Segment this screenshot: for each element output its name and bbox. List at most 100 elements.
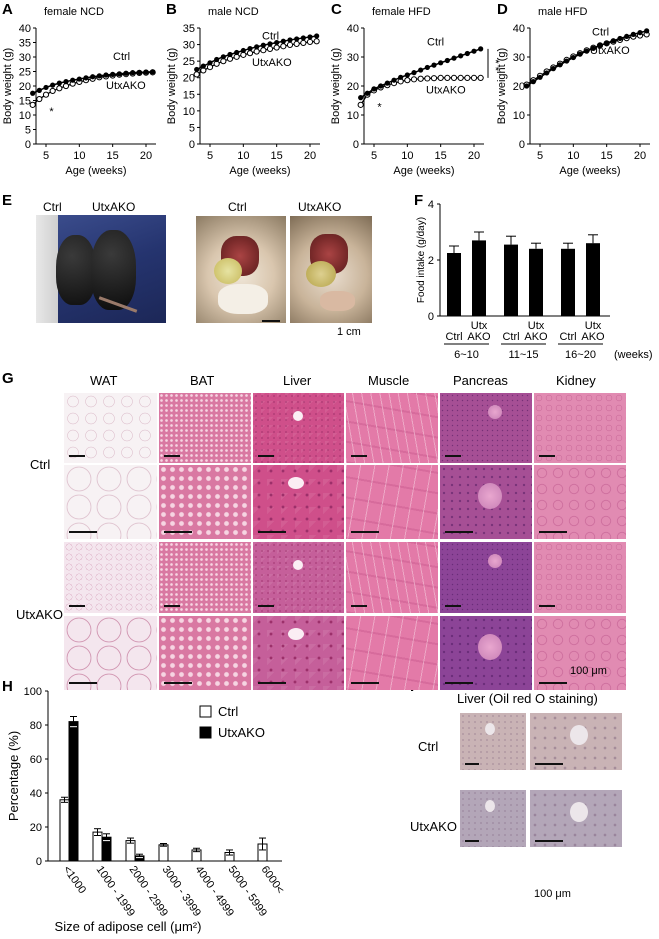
histology-tile xyxy=(534,542,626,613)
ctrl-point xyxy=(96,73,102,79)
ctrl-point xyxy=(220,54,226,60)
ctrl-point xyxy=(254,44,260,50)
scale-bar xyxy=(539,531,567,533)
utxako-series-label: UtxAKO xyxy=(590,45,630,57)
utxako-point xyxy=(260,47,267,54)
y-tick-label: 30 xyxy=(347,52,359,64)
ctrl-point xyxy=(143,69,149,75)
utxako-point xyxy=(273,44,280,51)
x-tick-label: 10 xyxy=(567,150,579,162)
ctrl-point xyxy=(610,38,616,44)
utxako-point xyxy=(417,75,424,82)
scale-bar xyxy=(258,682,286,684)
significance-star: * xyxy=(377,102,382,114)
food-bar xyxy=(529,248,543,316)
y-tick-label: 0 xyxy=(189,139,195,151)
ctrl-point xyxy=(110,71,116,77)
f-y-tick-label: 4 xyxy=(428,199,434,211)
utxako-point xyxy=(450,74,458,81)
histology-tile xyxy=(534,393,626,463)
legend-swatch-ctrl xyxy=(199,705,212,718)
ctrl-point xyxy=(644,28,650,34)
x-tick-label: 5 xyxy=(537,150,543,162)
ctrl-point xyxy=(103,72,109,78)
liver-vessel xyxy=(288,477,304,489)
y-tick-label: 0 xyxy=(353,139,359,151)
food-bar-label: Utx xyxy=(528,320,545,332)
ctrl-point xyxy=(604,40,610,46)
h-y-tick-label: 100 xyxy=(24,686,42,698)
mouse-photo xyxy=(36,215,166,323)
utxako-point xyxy=(42,91,50,98)
x-axis-label: Age (weeks) xyxy=(229,165,290,177)
panel-label-e: E xyxy=(2,192,13,209)
histology-tile xyxy=(346,393,438,463)
scale-bar xyxy=(69,531,97,533)
panel-label-f: F xyxy=(414,192,424,209)
ctrl-series-label: Ctrl xyxy=(262,31,279,43)
f-y-tick-label: 2 xyxy=(428,255,434,267)
panel-label-d: D xyxy=(497,1,508,18)
ctrl-point xyxy=(590,45,596,51)
utxako-point xyxy=(193,71,200,78)
x-tick-label: 10 xyxy=(73,150,85,162)
utxako-point xyxy=(424,75,431,82)
panel-label-g: G xyxy=(2,370,14,387)
f-y-tick-label: 0 xyxy=(428,311,434,323)
histology-tile xyxy=(253,616,344,690)
h-y-tick-label: 60 xyxy=(30,754,42,766)
histology-tile xyxy=(253,393,344,463)
chart-title: male NCD xyxy=(208,6,259,18)
histology-tile xyxy=(64,542,157,613)
histology-tile xyxy=(64,616,157,690)
ctrl-point xyxy=(314,33,320,39)
histology-tile xyxy=(346,542,438,613)
utxako-point xyxy=(29,101,36,108)
histology-tile xyxy=(346,616,438,690)
y-tick-label: 30 xyxy=(19,52,31,64)
legend-label-utxako: UtxAKO xyxy=(218,725,265,740)
utxako-point xyxy=(357,101,364,108)
ctrl-point xyxy=(260,42,266,48)
ctrl-point xyxy=(274,39,280,46)
y-tick-label: 30 xyxy=(513,52,525,64)
dissection-ctrl-photo xyxy=(196,216,286,323)
h-y-tick-label: 0 xyxy=(36,856,42,868)
utxako-point xyxy=(286,41,294,49)
ctrl-point xyxy=(577,51,583,57)
panel-label-b: B xyxy=(166,1,177,18)
utxako-point xyxy=(36,95,43,103)
utxako-point xyxy=(477,74,484,81)
histology-tile xyxy=(534,616,626,690)
pancreatic-islet xyxy=(488,405,502,419)
ctrl-point xyxy=(300,35,306,41)
chart-title: female HFD xyxy=(372,6,431,18)
food-group-label: 11~15 xyxy=(508,349,538,361)
scale-bar xyxy=(258,455,274,457)
scale-bar xyxy=(351,605,367,607)
pancreatic-islet xyxy=(478,483,502,509)
ctrl-point xyxy=(234,49,240,56)
pancreatic-islet xyxy=(478,634,502,660)
ctrl-point xyxy=(584,48,590,54)
e-scale-label: 1 cm xyxy=(337,326,361,338)
food-bar xyxy=(504,244,518,316)
x-tick-label: 20 xyxy=(304,150,316,162)
histology-tile xyxy=(159,465,251,539)
histology-tile xyxy=(159,393,251,463)
x-tick-label: 15 xyxy=(601,150,613,162)
y-tick-label: 20 xyxy=(183,73,195,85)
h-category-label: 6000< xyxy=(259,864,287,896)
y-tick-label: 10 xyxy=(19,110,31,122)
x-tick-label: 20 xyxy=(140,150,152,162)
histology-tile xyxy=(253,542,344,613)
ctrl-point xyxy=(431,62,437,68)
x-tick-label: 5 xyxy=(43,150,49,162)
y-tick-label: 5 xyxy=(189,122,195,134)
ctrl-point xyxy=(227,51,233,58)
y-tick-label: 15 xyxy=(19,96,31,108)
ctrl-point xyxy=(30,90,36,96)
histology-tile xyxy=(440,465,532,539)
